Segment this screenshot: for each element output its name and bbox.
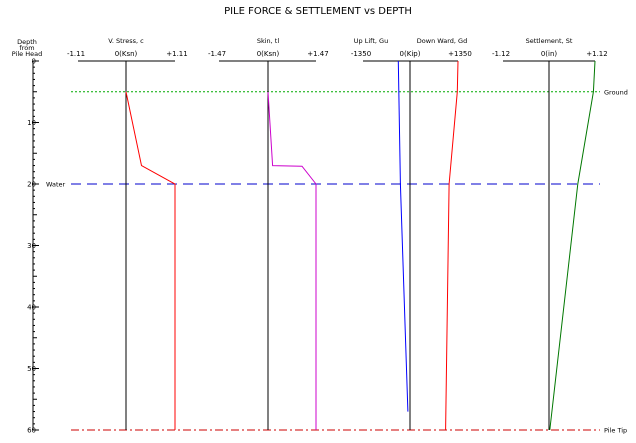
series-line	[549, 60, 596, 431]
panel-tick-label: 0(in)	[541, 50, 558, 58]
depth-tick-label: 50	[27, 365, 36, 373]
depth-axis-label-line-2: from	[19, 44, 34, 52]
depth-axis-label-line-3: Pile Head	[12, 50, 42, 58]
panel-tick-label: -1350	[351, 50, 371, 58]
depth-markers: Ground Water Pile Tip	[46, 88, 628, 434]
chart-panels: V. Stress, c -1.11 0(Ksn) +1.11 Skin, tl -1.4…	[67, 37, 608, 431]
marker-label-ground: Ground	[604, 88, 628, 96]
panel-header: Settlement, St	[526, 37, 573, 45]
panel-tick-label: +1350	[448, 50, 472, 58]
panel-header: Skin, tl	[257, 37, 279, 45]
depth-tick-label: 20	[27, 181, 36, 189]
depth-tick-label: 40	[27, 304, 36, 312]
depth-axis: 0 10 20 30 40 50 60	[27, 58, 39, 435]
panel-3: Up Lift, Gu Down Ward, Gd -1350 0(Kip) +1350	[351, 37, 472, 431]
panel-tick-label: 0(Kip)	[400, 50, 421, 58]
series-line	[267, 91, 317, 430]
depth-axis-label-line-1: Depth	[17, 38, 37, 46]
panel-tick-label: 0(Ksn)	[115, 50, 138, 58]
chart-title: PILE FORCE & SETTLEMENT vs DEPTH	[224, 6, 412, 17]
panel-2: Skin, tl -1.47 0(Ksn) +1.47	[208, 37, 329, 430]
marker-label-pile-tip: Pile Tip	[604, 427, 627, 435]
depth-tick-label: 0	[32, 58, 36, 66]
panel-1: V. Stress, c -1.11 0(Ksn) +1.11	[67, 37, 188, 430]
depth-axis-label: Depth from Pile Head	[12, 38, 42, 58]
panel-tick-label: -1.47	[208, 50, 226, 58]
panel-tick-label: -1.12	[492, 50, 510, 58]
panel-4: Settlement, St -1.12 0(in) +1.12	[492, 37, 608, 431]
panel-tick-label: +1.12	[586, 50, 607, 58]
panel-tick-label: +1.11	[166, 50, 187, 58]
depth-tick-label: 10	[27, 119, 36, 127]
depth-tick-label: 30	[27, 242, 36, 250]
panel-tick-label: 0(Ksn)	[257, 50, 280, 58]
panel-tick-label: -1.11	[67, 50, 85, 58]
series-line	[125, 91, 176, 430]
panel-header-right: Down Ward, Gd	[417, 37, 467, 45]
series-line	[397, 60, 409, 412]
panel-header-left: Up Lift, Gu	[354, 37, 388, 45]
series-line	[445, 60, 459, 431]
panel-tick-label: +1.47	[307, 50, 328, 58]
depth-tick-label: 60	[27, 427, 36, 435]
marker-label-water: Water	[46, 181, 66, 189]
panel-header: V. Stress, c	[108, 37, 144, 45]
